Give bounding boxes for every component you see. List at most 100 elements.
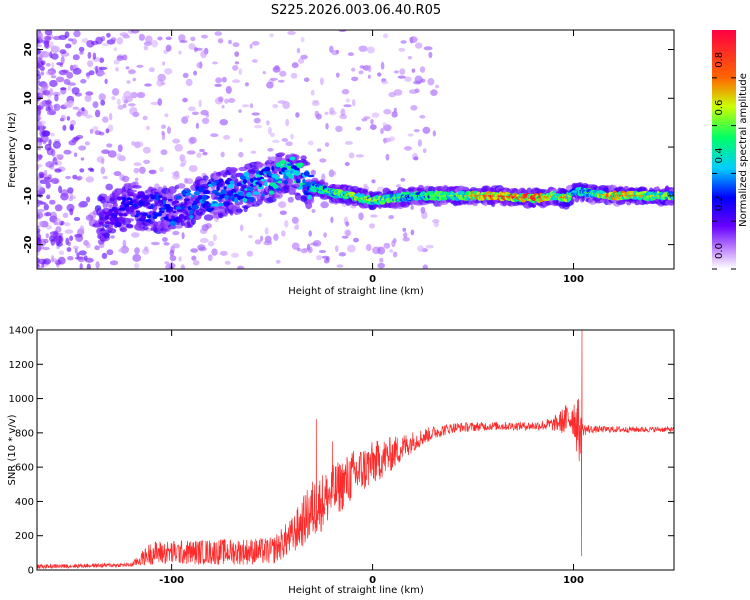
spectrogram-noise-blob [207,240,215,247]
spectrogram-noise-blob [94,109,101,118]
spectrogram-y-ticks: -20 -10 0 10 20 [23,43,674,254]
spectrogram-ridge-blob [210,182,217,186]
spectrogram-noise-blob [407,56,413,60]
spectrogram-halo-blob [113,201,118,209]
spectrogram-noise-blob [402,237,410,242]
spectrogram-noise-blob [275,259,281,264]
spectrogram-noise-blob [115,67,119,72]
spectrogram-noise-blob [92,52,97,60]
spectrogram-halo-blob [132,185,142,189]
spectrogram-noise-blob [54,161,58,165]
spectrogram-noise-blob [391,240,396,248]
spectrogram-noise-blob [428,51,433,59]
spectrogram-noise-blob [113,59,120,65]
spectrogram-noise-blob [205,223,212,229]
y-tick-label: 1000 [9,394,34,405]
spectrogram-ridge-blob [161,197,168,202]
spectrogram-noise-blob [100,166,106,175]
spectrogram-noise-blob [73,217,81,221]
spectrogram-noise-blob [202,151,208,156]
spectrogram-noise-blob [76,175,83,181]
spectrogram-noise-blob [430,89,438,96]
spectrogram-noise-blob [219,250,228,256]
spectrogram-noise-blob [400,177,406,182]
spectrogram-ridge-blob [246,176,250,180]
spectrogram-noise-blob [161,132,166,141]
spectrogram-noise-blob [125,66,130,70]
spectrogram-ridge-blob [197,195,203,200]
snr-panel: -100 0 100 0 200 400 600 800 1000 1200 1400 Heigh… [7,326,675,596]
spectrogram-noise-blob [224,260,231,265]
spectrogram-noise-blob [323,232,327,238]
spectrogram-noise-blob [37,74,42,80]
spectrogram-noise-blob [419,66,426,73]
spectrogram-noise-blob [145,35,153,44]
spectrogram-ridge-blob [181,205,185,210]
x-tick-label: 0 [369,274,376,285]
spectrogram-noise-blob [62,212,69,218]
spectrogram-ridge-blob [123,212,128,217]
y-tick-label: 400 [15,497,34,508]
snr-x-ticks: -100 0 100 [159,330,584,586]
spectrogram-noise-blob [379,257,384,263]
spectrogram-noise-blob [238,151,244,158]
spectrogram-noise-blob [37,121,43,127]
spectrogram-halo-blob [235,208,244,213]
spectrogram-noise-blob [277,79,285,83]
spectrogram-noise-blob [37,163,43,168]
spectrogram-halo-blob [231,167,238,172]
spectrogram-ridge-blob [202,199,206,203]
spectrogram-ridge-blob [146,218,152,223]
spectrogram-noise-blob [345,98,350,103]
spectrogram-ridge-blob [289,156,296,161]
spectrogram-noise-blob [335,125,343,132]
spectrogram-noise-blob [210,133,219,138]
spectrogram-noise-blob [73,152,78,157]
spectrogram-halo-blob [248,174,257,178]
x-tick-label: -100 [159,274,184,285]
spectrogram-noise-blob [239,224,244,232]
spectrogram-noise-blob [205,113,209,118]
spectrogram-ridge-blob [280,160,286,165]
spectrogram-noise-blob [389,136,395,142]
spectrogram-halo-blob [256,162,263,169]
spectrogram-ridge-blob [119,204,126,209]
spectrogram-noise-blob [266,120,270,126]
spectrogram-noise-blob [290,133,294,140]
spectrogram-noise-blob [116,98,121,106]
spectrogram-noise-blob [116,37,123,45]
spectrogram-ridge-blob [144,202,151,205]
spectrogram-noise-blob [67,256,74,261]
spectrogram-x-ticks: -100 0 100 [159,30,584,285]
spectrogram-noise-blob [45,233,49,239]
spectrogram-noise-blob [239,137,243,143]
spectrogram-noise-blob [44,143,52,151]
spectrogram-noise-blob [367,74,371,79]
spectrogram-noise-blob [49,79,58,88]
spectrogram-noise-blob [51,61,55,70]
spectrogram-halo-blob [119,227,128,233]
spectrogram-noise-blob [219,119,228,126]
spectrogram-noise-blob [303,77,310,82]
spectrogram-noise-blob [336,264,344,268]
spectrogram-noise-blob [50,132,55,137]
spectrogram-noise-blob [37,185,43,192]
spectrogram-noise-blob [285,141,293,146]
spectrogram-noise-blob [314,110,320,118]
spectrogram-noise-blob [178,256,182,262]
spectrogram-noise-blob [266,81,274,89]
spectrogram-noise-blob [49,88,54,96]
spectrogram-noise-blob [44,30,53,36]
spectrogram-ridge-blob [177,218,183,222]
spectrogram-noise-blob [56,62,63,66]
spectrogram-noise-blob [61,69,69,74]
spectrogram-noise-blob [263,240,273,246]
spectrogram-noise-blob [269,33,274,38]
spectrogram-noise-blob [75,234,84,242]
spectrogram-noise-blob [116,153,122,161]
spectrogram-noise-blob [37,111,40,117]
spectrogram-noise-blob [380,128,384,135]
spectrogram-noise-blob [185,78,193,87]
spectrogram-ridge-blob [246,192,252,198]
spectrogram-noise-blob [253,117,261,124]
